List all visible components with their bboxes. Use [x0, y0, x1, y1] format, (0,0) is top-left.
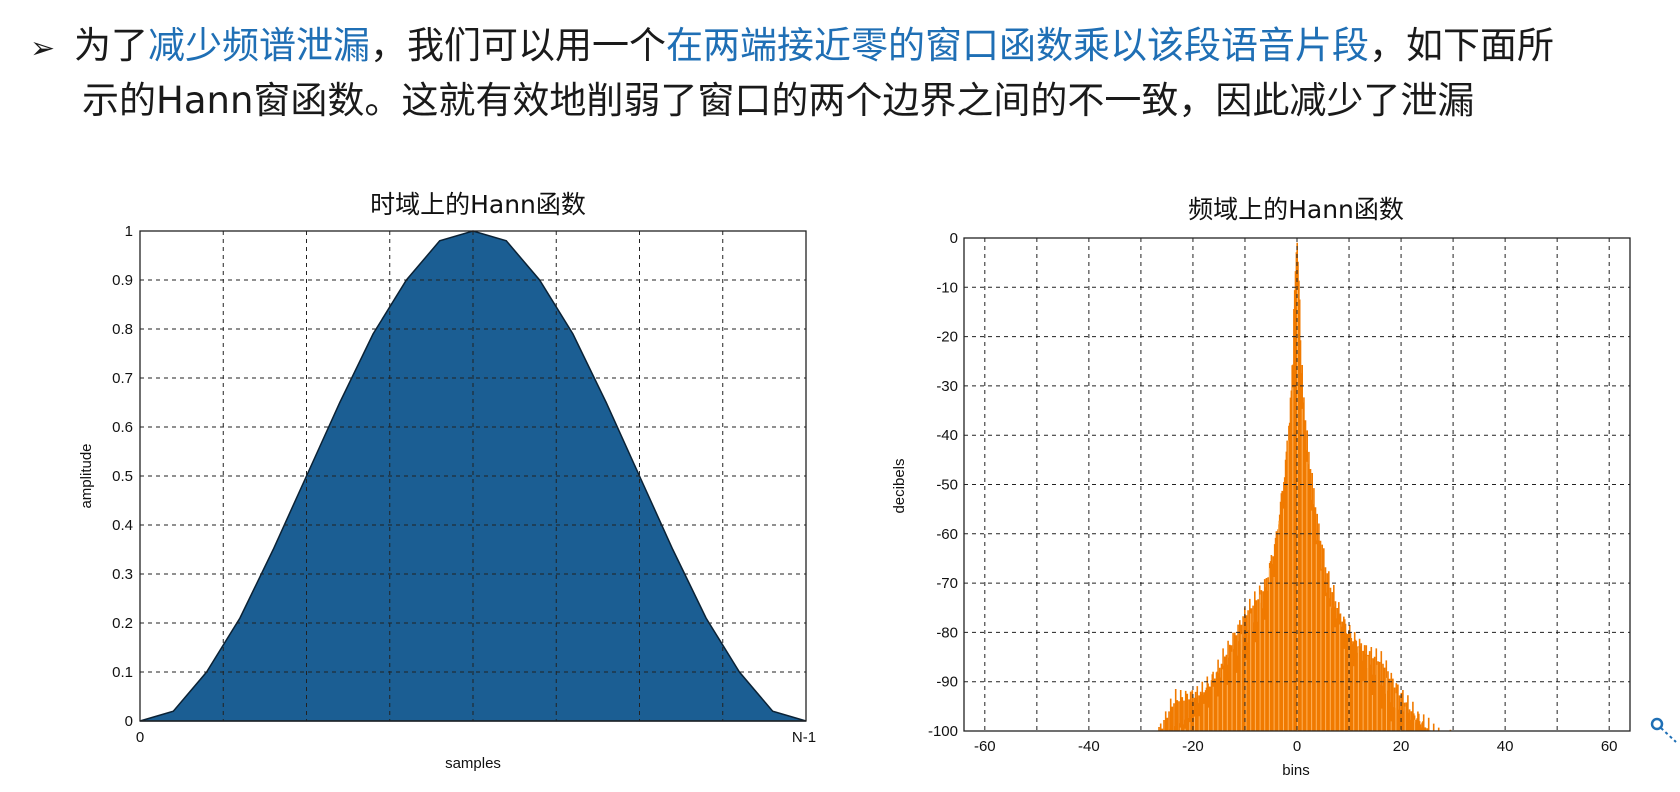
y-tick-label: -80 — [936, 624, 958, 641]
y-tick-label: -70 — [936, 575, 958, 592]
y-tick-label: -60 — [936, 526, 958, 543]
y-tick-label: 0.7 — [112, 370, 133, 387]
time-domain-chart: 0 0.1 0.2 0.3 0.4 0.5 0.6 0.7 0.8 0.9 1 0 N-1 时域上的Han… — [78, 190, 816, 772]
bullet-arrow-icon: ➢ — [30, 31, 56, 66]
y-tick-label: 0.5 — [112, 468, 133, 485]
y-tick-label: 0.8 — [112, 321, 133, 338]
frequency-domain-chart: 0 -10 -20 -30 -40 -50 -60 -70 -80 -90 -100 -60 -40 -2… — [891, 195, 1677, 779]
chart-title: 频域上的Hann函数 — [1188, 195, 1404, 224]
bullet-line-2: 示的Hann窗函数。这就有效地削弱了窗口的两个边界之间的不一致，因此减少了泄漏 — [82, 79, 1475, 122]
y-tick-label: 0.6 — [112, 419, 133, 436]
x-tick-label: 20 — [1393, 738, 1410, 755]
line-1-segment-4: ，如下面所 — [1369, 24, 1554, 67]
x-tick-label: -20 — [1182, 738, 1204, 755]
y-tick-label: -40 — [936, 427, 958, 444]
hann-time-area — [139, 230, 807, 722]
x-tick-label: 0 — [1293, 738, 1301, 755]
zoom-icon — [1650, 717, 1664, 731]
y-tick-label: -30 — [936, 378, 958, 395]
y-tick-label: 0.2 — [112, 615, 133, 632]
x-tick-label: -40 — [1078, 738, 1100, 755]
line-1-segment-2: ，我们可以用一个 — [370, 24, 666, 67]
zoom-icon-handle — [1660, 727, 1677, 743]
y-tick-label: 0.4 — [112, 517, 133, 534]
line-1-segment-3: 在两端接近零的窗口函数乘以该段语音片段 — [666, 24, 1369, 67]
x-tick-label: -60 — [974, 738, 996, 755]
bullet-line-1: ➢ 为了减少频谱泄漏，我们可以用一个在两端接近零的窗口函数乘以该段语音片段，如下面… — [30, 20, 1670, 75]
bullet-text-block: ➢ 为了减少频谱泄漏，我们可以用一个在两端接近零的窗口函数乘以该段语音片段，如下面… — [30, 20, 1670, 127]
y-tick-label: 0 — [125, 713, 133, 730]
spectrum-highlight — [1179, 289, 1416, 731]
plot-frame — [139, 230, 807, 722]
y-tick-label: 0 — [950, 230, 958, 247]
line-1-text: 为了减少频谱泄漏，我们可以用一个在两端接近零的窗口函数乘以该段语音片段，如下面所 — [74, 24, 1554, 67]
y-axis-label: amplitude — [78, 443, 95, 508]
y-axis-label: decibels — [891, 458, 908, 513]
line-1-segment-0: 为了 — [74, 24, 148, 67]
x-tick-label: 40 — [1497, 738, 1514, 755]
y-tick-label: 1 — [125, 223, 133, 240]
x-axis-label: bins — [1282, 762, 1310, 779]
x-tick-label: 0 — [136, 729, 144, 746]
y-tick-label: -50 — [936, 477, 958, 494]
x-axis-label: samples — [445, 755, 501, 772]
plot-frame — [963, 237, 1631, 732]
y-tick-label: -90 — [936, 674, 958, 691]
y-tick-label: 0.3 — [112, 566, 133, 583]
x-tick-label: 60 — [1601, 738, 1618, 755]
x-tick-label: N-1 — [792, 729, 816, 746]
line-1-segment-1: 减少频谱泄漏 — [148, 24, 370, 67]
chart-title: 时域上的Hann函数 — [370, 190, 586, 219]
spectrum-bars — [1158, 242, 1452, 731]
y-tick-label: 0.1 — [112, 664, 133, 681]
y-tick-label: -20 — [936, 329, 958, 346]
y-tick-label: -100 — [928, 723, 958, 740]
y-tick-label: -10 — [936, 279, 958, 296]
y-tick-label: 0.9 — [112, 272, 133, 289]
